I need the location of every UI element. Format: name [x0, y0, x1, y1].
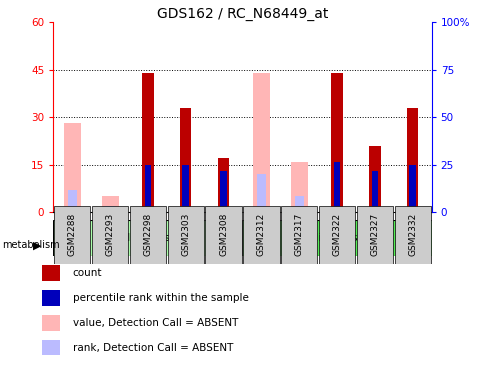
Bar — [220, 171, 227, 212]
Text: GSM2303: GSM2303 — [181, 213, 190, 256]
Bar — [333, 161, 340, 212]
Text: rank, Detection Call = ABSENT: rank, Detection Call = ABSENT — [73, 343, 233, 352]
Text: ▶: ▶ — [33, 240, 42, 250]
Bar — [42, 315, 60, 331]
FancyBboxPatch shape — [54, 206, 90, 264]
Text: GSM2332: GSM2332 — [408, 213, 416, 256]
Title: GDS162 / RC_N68449_at: GDS162 / RC_N68449_at — [156, 7, 328, 21]
Bar — [256, 174, 266, 212]
Bar — [53, 220, 242, 256]
Bar — [252, 73, 270, 212]
FancyBboxPatch shape — [92, 206, 128, 264]
Text: percentile rank within the sample: percentile rank within the sample — [73, 293, 248, 303]
Bar — [101, 197, 119, 212]
Bar — [42, 340, 60, 355]
Bar — [371, 171, 378, 212]
FancyBboxPatch shape — [130, 206, 166, 264]
Text: GSM2312: GSM2312 — [257, 213, 265, 256]
Bar — [290, 161, 307, 212]
Bar — [180, 108, 191, 212]
Bar — [144, 165, 151, 212]
FancyBboxPatch shape — [167, 206, 203, 264]
Bar — [42, 290, 60, 306]
Text: metabolism: metabolism — [2, 240, 60, 250]
Text: insulin sensitive: insulin sensitive — [292, 233, 381, 243]
Text: count: count — [73, 268, 102, 279]
Bar — [294, 197, 303, 212]
Text: GSM2288: GSM2288 — [68, 213, 76, 256]
Bar — [142, 73, 153, 212]
Text: GSM2293: GSM2293 — [106, 213, 114, 256]
Bar — [406, 108, 418, 212]
Bar — [42, 265, 60, 281]
Bar — [63, 123, 81, 212]
Text: value, Detection Call = ABSENT: value, Detection Call = ABSENT — [73, 318, 238, 328]
FancyBboxPatch shape — [394, 206, 430, 264]
Bar — [408, 165, 415, 212]
Bar — [182, 165, 189, 212]
Text: GSM2308: GSM2308 — [219, 213, 227, 256]
FancyBboxPatch shape — [356, 206, 392, 264]
Text: GSM2298: GSM2298 — [143, 213, 152, 256]
FancyBboxPatch shape — [318, 206, 354, 264]
Bar — [368, 146, 380, 212]
Bar — [217, 158, 229, 212]
FancyBboxPatch shape — [205, 206, 241, 264]
Text: GSM2322: GSM2322 — [332, 213, 341, 256]
FancyBboxPatch shape — [281, 206, 317, 264]
Bar — [242, 220, 431, 256]
Text: insulin resistant: insulin resistant — [104, 233, 192, 243]
Bar — [67, 190, 77, 212]
Bar — [331, 73, 342, 212]
Text: GSM2327: GSM2327 — [370, 213, 378, 256]
Bar — [105, 206, 115, 212]
FancyBboxPatch shape — [243, 206, 279, 264]
Text: GSM2317: GSM2317 — [294, 213, 303, 256]
